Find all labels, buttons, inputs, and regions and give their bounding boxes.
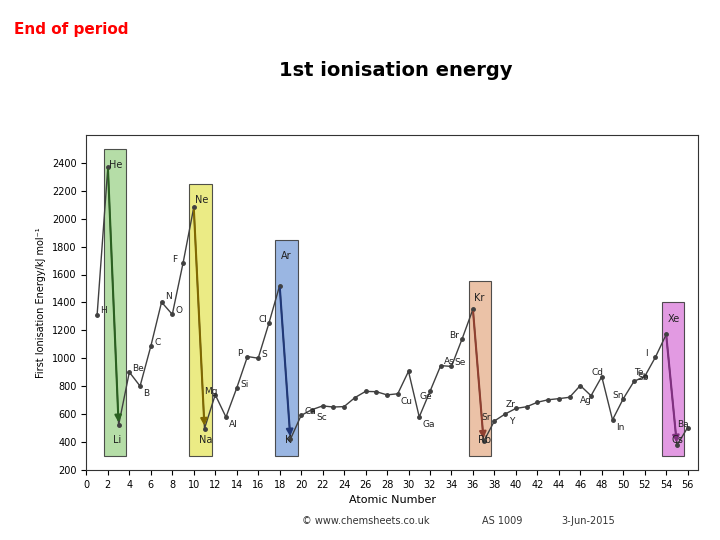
Text: Sc: Sc <box>316 413 327 422</box>
Text: H: H <box>100 306 107 315</box>
Text: Ag: Ag <box>580 396 592 405</box>
Text: Y: Y <box>510 417 515 426</box>
Text: Na: Na <box>199 435 212 445</box>
Text: Zr: Zr <box>505 401 515 409</box>
Text: Te: Te <box>634 368 644 377</box>
Text: I: I <box>644 349 647 358</box>
Text: Ga: Ga <box>423 420 435 429</box>
Text: Sn: Sn <box>613 391 624 400</box>
Text: As: As <box>444 357 455 366</box>
Text: AS 1009: AS 1009 <box>482 516 523 526</box>
Text: N: N <box>165 292 171 301</box>
Text: Sr: Sr <box>482 413 491 422</box>
Text: Be: Be <box>132 364 144 373</box>
Text: Ca: Ca <box>305 407 316 416</box>
Y-axis label: First Ionisation Energy/kJ mol⁻¹: First Ionisation Energy/kJ mol⁻¹ <box>37 227 46 377</box>
Text: Li: Li <box>113 435 122 445</box>
Text: Cd: Cd <box>591 368 603 377</box>
Text: K: K <box>285 435 292 445</box>
Bar <box>104 149 126 456</box>
Text: Sb: Sb <box>637 373 649 382</box>
Text: He: He <box>109 160 122 170</box>
Text: S: S <box>261 350 267 359</box>
Text: In: In <box>616 423 624 432</box>
Text: P: P <box>237 348 242 357</box>
Text: B: B <box>143 389 150 399</box>
Text: Cu: Cu <box>401 397 413 406</box>
Text: Ne: Ne <box>195 195 208 205</box>
Text: 1st ionisation energy: 1st ionisation energy <box>279 60 513 80</box>
Text: Al: Al <box>229 420 238 429</box>
Bar <box>275 240 298 456</box>
Text: Br: Br <box>449 330 459 340</box>
Text: Ge: Ge <box>419 392 432 401</box>
Text: End of period: End of period <box>14 22 129 37</box>
Text: Kr: Kr <box>474 293 485 302</box>
Bar <box>662 302 685 456</box>
Text: Ar: Ar <box>281 251 292 261</box>
Text: Cl: Cl <box>258 315 267 324</box>
Text: F: F <box>172 254 177 264</box>
Text: Se: Se <box>454 359 466 367</box>
Text: C: C <box>154 338 161 347</box>
Text: O: O <box>176 306 182 315</box>
Text: Rb: Rb <box>478 435 492 445</box>
Text: © www.chemsheets.co.uk: © www.chemsheets.co.uk <box>302 516 430 526</box>
X-axis label: Atomic Number: Atomic Number <box>349 495 436 505</box>
Text: 3-Jun-2015: 3-Jun-2015 <box>562 516 616 526</box>
Bar <box>469 281 491 456</box>
Bar <box>189 184 212 456</box>
Text: Si: Si <box>240 380 248 389</box>
Text: Ba: Ba <box>677 420 688 429</box>
Text: Xe: Xe <box>667 314 680 323</box>
Text: Mg: Mg <box>204 387 218 396</box>
Text: Cs: Cs <box>672 435 683 445</box>
